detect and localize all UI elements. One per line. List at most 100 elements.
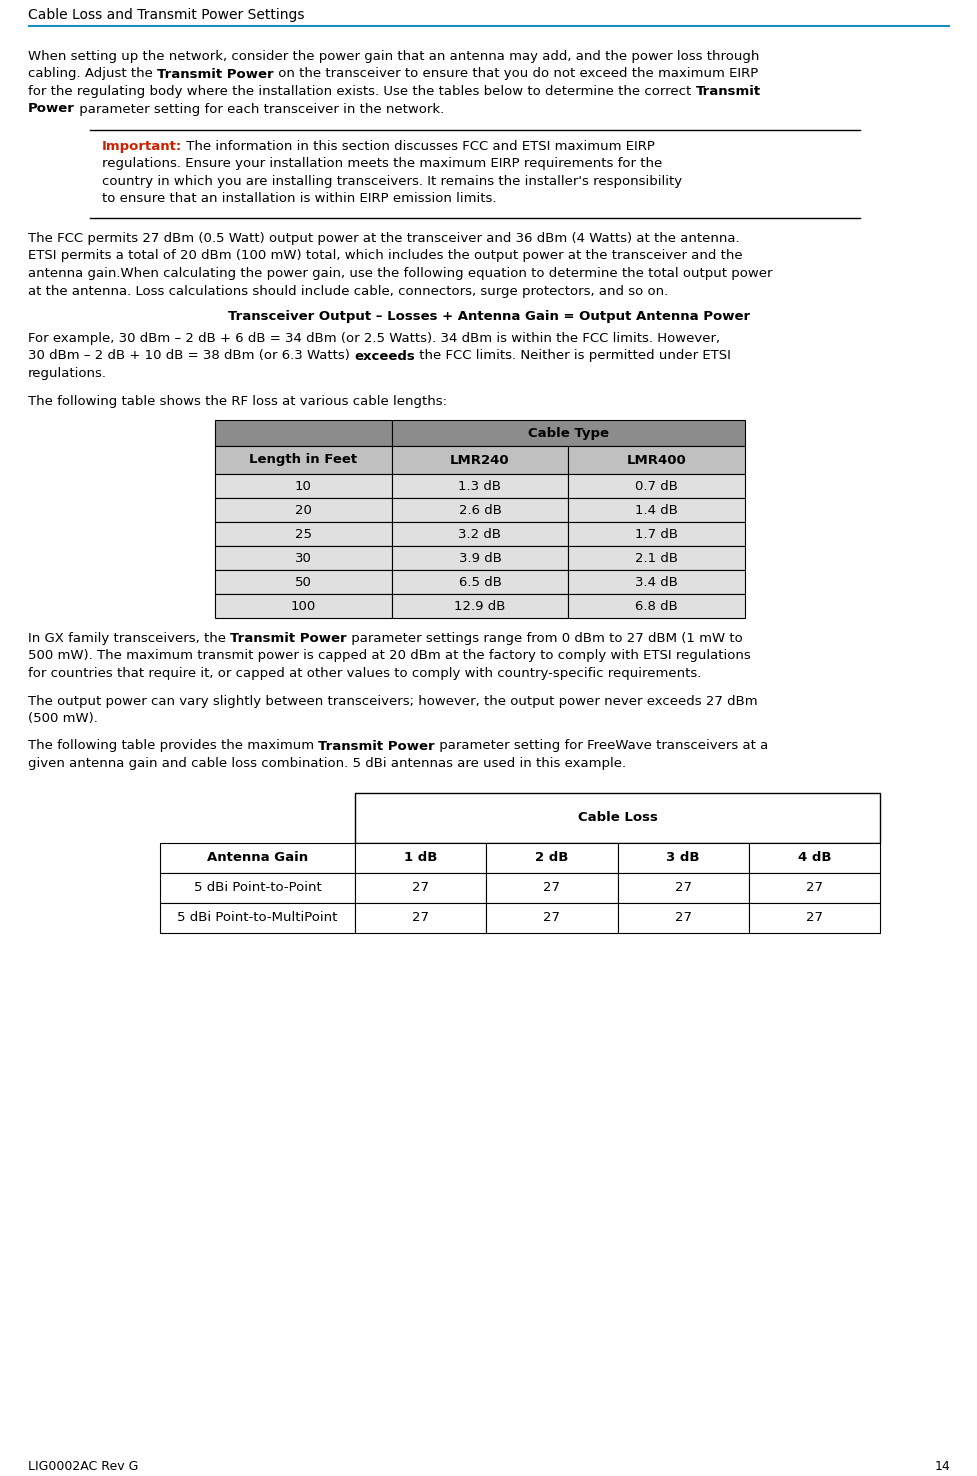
Text: Length in Feet: Length in Feet [249, 453, 357, 466]
Text: LMR400: LMR400 [626, 453, 686, 466]
Text: The FCC permits 27 dBm (0.5 Watt) output power at the transceiver and 36 dBm (4 : The FCC permits 27 dBm (0.5 Watt) output… [28, 232, 739, 245]
Text: 0.7 dB: 0.7 dB [635, 480, 677, 493]
Text: 27: 27 [543, 911, 560, 924]
Text: 12.9 dB: 12.9 dB [454, 599, 505, 613]
Text: Transceiver Output – Losses + Antenna Gain = Output Antenna Power: Transceiver Output – Losses + Antenna Ga… [228, 310, 749, 323]
Bar [748, 872, 879, 902]
Text: regulations.: regulations. [28, 368, 106, 379]
Text: 27: 27 [674, 881, 691, 894]
Text: The information in this section discusses FCC and ETSI maximum EIRP: The information in this section discusse… [182, 140, 655, 154]
Text: parameter settings range from 0 dBm to 27 dBM (1 mW to: parameter settings range from 0 dBm to 2… [347, 632, 742, 645]
Text: 6.5 dB: 6.5 dB [458, 576, 501, 589]
Bar [616, 843, 748, 872]
Text: The output power can vary slightly between transceivers; however, the output pow: The output power can vary slightly betwe… [28, 695, 757, 707]
Bar [160, 843, 355, 872]
Bar [568, 523, 744, 546]
Text: for the regulating body where the installation exists. Use the tables below to d: for the regulating body where the instal… [28, 86, 695, 97]
Bar [215, 474, 391, 497]
Text: ETSI permits a total of 20 dBm (100 mW) total, which includes the output power a: ETSI permits a total of 20 dBm (100 mW) … [28, 249, 742, 263]
Text: 1.7 dB: 1.7 dB [634, 527, 677, 540]
Text: For example, 30 dBm – 2 dB + 6 dB = 34 dBm (or 2.5 Watts). 34 dBm is within the : For example, 30 dBm – 2 dB + 6 dB = 34 d… [28, 332, 719, 345]
Text: 3.4 dB: 3.4 dB [635, 576, 677, 589]
Text: 27: 27 [674, 911, 691, 924]
Text: When setting up the network, consider the power gain that an antenna may add, an: When setting up the network, consider th… [28, 50, 758, 63]
Bar [391, 546, 568, 570]
Text: 2 dB: 2 dB [534, 852, 568, 863]
Text: Transmit Power: Transmit Power [230, 632, 347, 645]
Bar [391, 446, 568, 474]
Text: 3.9 dB: 3.9 dB [458, 552, 501, 564]
Text: Transmit Power: Transmit Power [157, 68, 274, 81]
Text: 27: 27 [805, 911, 822, 924]
Text: 3 dB: 3 dB [665, 852, 700, 863]
Text: LIG0002AC Rev G: LIG0002AC Rev G [28, 1460, 138, 1473]
Text: country in which you are installing transceivers. It remains the installer's res: country in which you are installing tran… [102, 176, 681, 187]
Bar [486, 902, 616, 933]
Text: 14: 14 [933, 1460, 949, 1473]
Bar [568, 593, 744, 618]
Text: 5 dBi Point-to-Point: 5 dBi Point-to-Point [193, 881, 321, 894]
Text: 2.6 dB: 2.6 dB [458, 503, 501, 517]
Text: 5 dBi Point-to-MultiPoint: 5 dBi Point-to-MultiPoint [177, 911, 337, 924]
Text: exceeds: exceeds [354, 350, 414, 363]
Bar [215, 497, 391, 523]
Text: 27: 27 [411, 911, 429, 924]
Text: 30 dBm – 2 dB + 10 dB = 38 dBm (or 6.3 Watts): 30 dBm – 2 dB + 10 dB = 38 dBm (or 6.3 W… [28, 350, 354, 363]
Text: Cable Loss: Cable Loss [577, 810, 657, 824]
Text: 25: 25 [294, 527, 312, 540]
Bar [355, 902, 486, 933]
Bar [568, 446, 744, 474]
Bar [160, 872, 355, 902]
Text: 6.8 dB: 6.8 dB [635, 599, 677, 613]
Text: parameter setting for each transceiver in the network.: parameter setting for each transceiver i… [75, 102, 444, 115]
Text: 500 mW). The maximum transmit power is capped at 20 dBm at the factory to comply: 500 mW). The maximum transmit power is c… [28, 649, 750, 663]
Text: Cable Loss and Transmit Power Settings: Cable Loss and Transmit Power Settings [28, 7, 304, 22]
Text: 27: 27 [411, 881, 429, 894]
Text: 1.3 dB: 1.3 dB [458, 480, 501, 493]
Bar [160, 902, 355, 933]
Bar [391, 593, 568, 618]
Text: 30: 30 [295, 552, 312, 564]
Text: for countries that require it, or capped at other values to comply with country-: for countries that require it, or capped… [28, 667, 701, 680]
Text: to ensure that an installation is within EIRP emission limits.: to ensure that an installation is within… [102, 192, 496, 205]
Text: parameter setting for FreeWave transceivers at a: parameter setting for FreeWave transceiv… [435, 739, 768, 753]
Bar [748, 902, 879, 933]
Text: 27: 27 [543, 881, 560, 894]
Text: 20: 20 [295, 503, 312, 517]
Text: Transmit Power: Transmit Power [319, 739, 435, 753]
Text: 100: 100 [290, 599, 316, 613]
Bar [486, 843, 616, 872]
Bar [391, 474, 568, 497]
Bar [486, 872, 616, 902]
Bar [215, 570, 391, 593]
Bar [568, 497, 744, 523]
Bar [160, 793, 355, 843]
Text: The following table shows the RF loss at various cable lengths:: The following table shows the RF loss at… [28, 394, 446, 407]
Text: (500 mW).: (500 mW). [28, 711, 98, 725]
Text: Transmit: Transmit [695, 86, 760, 97]
Text: the FCC limits. Neither is permitted under ETSI: the FCC limits. Neither is permitted und… [414, 350, 730, 363]
Text: 2.1 dB: 2.1 dB [634, 552, 677, 564]
Text: Important:: Important: [102, 140, 182, 154]
Text: 50: 50 [295, 576, 312, 589]
Bar [391, 497, 568, 523]
Text: The following table provides the maximum: The following table provides the maximum [28, 739, 319, 753]
Text: 10: 10 [295, 480, 312, 493]
Bar [568, 474, 744, 497]
Text: regulations. Ensure your installation meets the maximum EIRP requirements for th: regulations. Ensure your installation me… [102, 158, 661, 171]
Text: Cable Type: Cable Type [528, 427, 609, 440]
Bar [215, 546, 391, 570]
Bar [568, 570, 744, 593]
Text: cabling. Adjust the: cabling. Adjust the [28, 68, 157, 81]
Text: 3.2 dB: 3.2 dB [458, 527, 501, 540]
Bar [391, 523, 568, 546]
Bar [215, 523, 391, 546]
Text: at the antenna. Loss calculations should include cable, connectors, surge protec: at the antenna. Loss calculations should… [28, 285, 667, 298]
Text: given antenna gain and cable loss combination. 5 dBi antennas are used in this e: given antenna gain and cable loss combin… [28, 757, 625, 770]
Bar [616, 872, 748, 902]
Text: 1 dB: 1 dB [404, 852, 437, 863]
Bar [568, 546, 744, 570]
Bar [355, 872, 486, 902]
Bar [748, 843, 879, 872]
Bar [215, 446, 391, 474]
